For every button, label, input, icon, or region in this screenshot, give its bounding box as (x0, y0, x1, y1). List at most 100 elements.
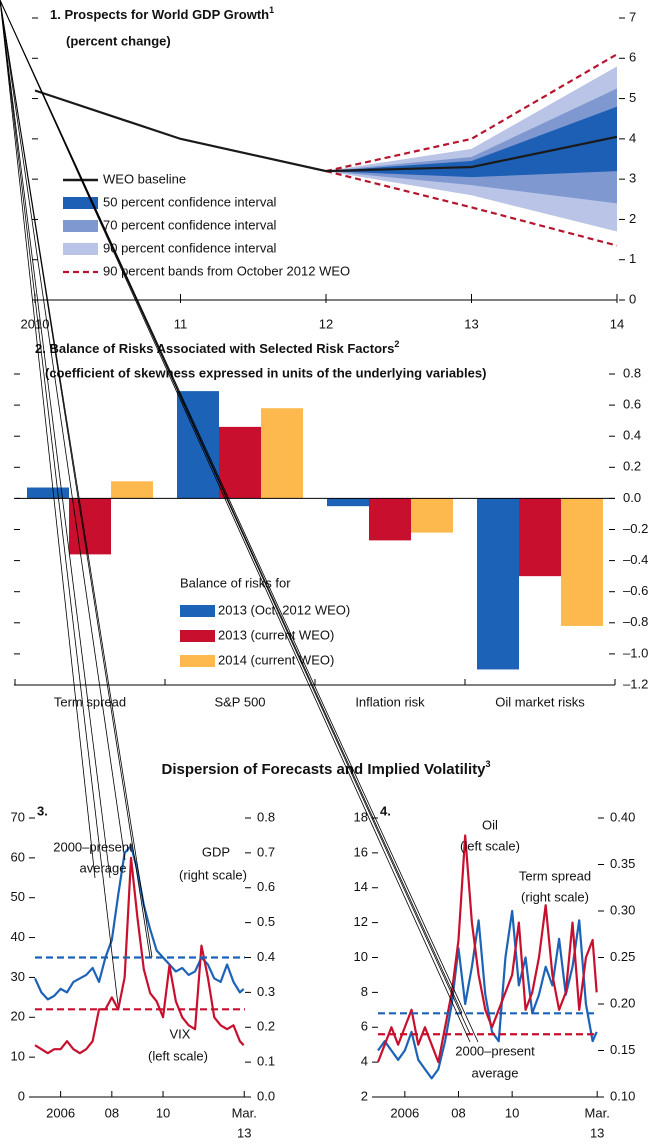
leader-line (0, 0, 471, 1043)
y-tick-label: 10 (354, 949, 368, 964)
leader-line (0, 0, 153, 958)
y-tick-label: 0 (629, 291, 636, 306)
x-tick-label: 10 (156, 1105, 170, 1120)
series-note: (left scale) (460, 838, 520, 853)
y-tick-label: 16 (354, 844, 368, 859)
y-tick-label: 14 (354, 879, 368, 894)
line (34, 89, 618, 173)
chart-subtitle: (coefficient of skewness expressed in un… (45, 365, 486, 380)
series-label: VIX (170, 1026, 191, 1041)
legend-label: 2013 (Oct. 2012 WEO) (218, 602, 350, 617)
y-tick-label: 12 (354, 914, 368, 929)
band-line (325, 53, 618, 173)
y-tick-label: 5 (629, 90, 636, 105)
bar (561, 498, 603, 626)
y-tick-label: 50 (11, 889, 25, 904)
y-tick-label: 0 (18, 1088, 25, 1103)
section-title-note: 3 (485, 759, 490, 769)
y-tick-label: –1.0 (623, 645, 648, 660)
y-tick-label: 0.8 (623, 365, 641, 380)
bar (477, 498, 519, 670)
chart-title-text: 1. Prospects for World GDP Growth (50, 7, 269, 22)
annotation: 2000–present (455, 1043, 535, 1058)
y-tick-label: 0.6 (623, 397, 641, 412)
chart-title-note: 1 (269, 5, 274, 15)
y-tick-label: 20 (11, 1009, 25, 1024)
bar (519, 498, 561, 577)
x-tick-label: 11 (174, 316, 188, 331)
bar (261, 408, 303, 499)
y2-tick-label: 0.8 (257, 809, 275, 824)
leader-line (0, 0, 471, 1035)
y-tick-label: 6 (361, 1019, 368, 1034)
y2-tick-label: 0.1 (257, 1054, 275, 1069)
series-label: Oil (482, 817, 498, 832)
x-tick-label: Mar. (585, 1105, 610, 1120)
chart-subtitle: (percent change) (66, 33, 171, 48)
chart-title: 1. Prospects for World GDP Growth1 (50, 5, 274, 22)
line (34, 856, 245, 1055)
legend-swatch (180, 655, 215, 667)
leader-line (0, 0, 479, 1043)
y-tick-label: 60 (11, 849, 25, 864)
leader-line (0, 0, 119, 1006)
chart-title-note: 2 (394, 339, 399, 349)
x-tick-label: 13 (590, 1125, 604, 1140)
y2-tick-label: 0.40 (610, 809, 635, 824)
legend-label: 2013 (current WEO) (218, 627, 334, 642)
y-tick-label: 4 (361, 1054, 368, 1069)
y2-tick-label: 0.2 (257, 1019, 275, 1034)
chart-title-text: 2. Balance of Risks Associated with Sele… (35, 341, 394, 356)
bar (27, 487, 69, 499)
x-tick-label: 2006 (390, 1105, 419, 1120)
legend-swatch (63, 243, 98, 255)
y-tick-label: –0.2 (623, 521, 648, 536)
y2-tick-label: 0.0 (257, 1088, 275, 1103)
series-label: Term spread (519, 868, 591, 883)
y2-tick-label: 0.10 (610, 1088, 635, 1103)
y-tick-label: 0.2 (623, 459, 641, 474)
y2-tick-label: 0.20 (610, 995, 635, 1010)
y-tick-label: 3 (629, 171, 636, 186)
bar (69, 498, 111, 555)
section-title: Dispersion of Forecasts and Implied Vola… (162, 759, 491, 778)
line (376, 834, 598, 1064)
x-tick-label: Inflation risk (355, 694, 425, 709)
y2-tick-label: 0.6 (257, 879, 275, 894)
y2-tick-label: 0.30 (610, 902, 635, 917)
leader-line (0, 0, 111, 879)
panel-label: 3. (37, 803, 48, 818)
series-note: (right scale) (179, 867, 247, 882)
x-tick-label: Oil market risks (495, 694, 585, 709)
legend-swatch (63, 197, 98, 209)
y2-tick-label: 0.25 (610, 949, 635, 964)
annotation: average (472, 1065, 519, 1080)
y2-tick-label: 0.5 (257, 914, 275, 929)
series-note: (right scale) (521, 889, 589, 904)
annotation: average (80, 860, 127, 875)
y-tick-label: 70 (11, 809, 25, 824)
legend-swatch (63, 220, 98, 232)
x-tick-label: 13 (464, 316, 478, 331)
leader-line (0, 0, 96, 879)
legend-label: 90 percent confidence interval (103, 240, 277, 255)
x-tick-label: 08 (451, 1105, 465, 1120)
legend-label: 90 percent bands from October 2012 WEO (103, 263, 350, 278)
y-tick-label: –0.6 (623, 583, 648, 598)
y2-tick-label: 0.4 (257, 949, 275, 964)
y-tick-label: 7 (629, 9, 636, 24)
y-tick-label: 1 (629, 251, 636, 266)
y-tick-label: –1.2 (623, 676, 648, 691)
y-tick-label: 0.4 (623, 428, 641, 443)
x-tick-label: 08 (105, 1105, 119, 1120)
y2-tick-label: 0.15 (610, 1042, 635, 1057)
legend-swatch (180, 605, 215, 617)
bar (369, 498, 411, 541)
y-tick-label: –0.4 (623, 552, 648, 567)
y2-tick-label: 0.7 (257, 844, 275, 859)
series-note: (left scale) (148, 1048, 208, 1063)
y-tick-label: 8 (361, 984, 368, 999)
band-line (325, 170, 618, 247)
y-tick-label: 18 (354, 809, 368, 824)
